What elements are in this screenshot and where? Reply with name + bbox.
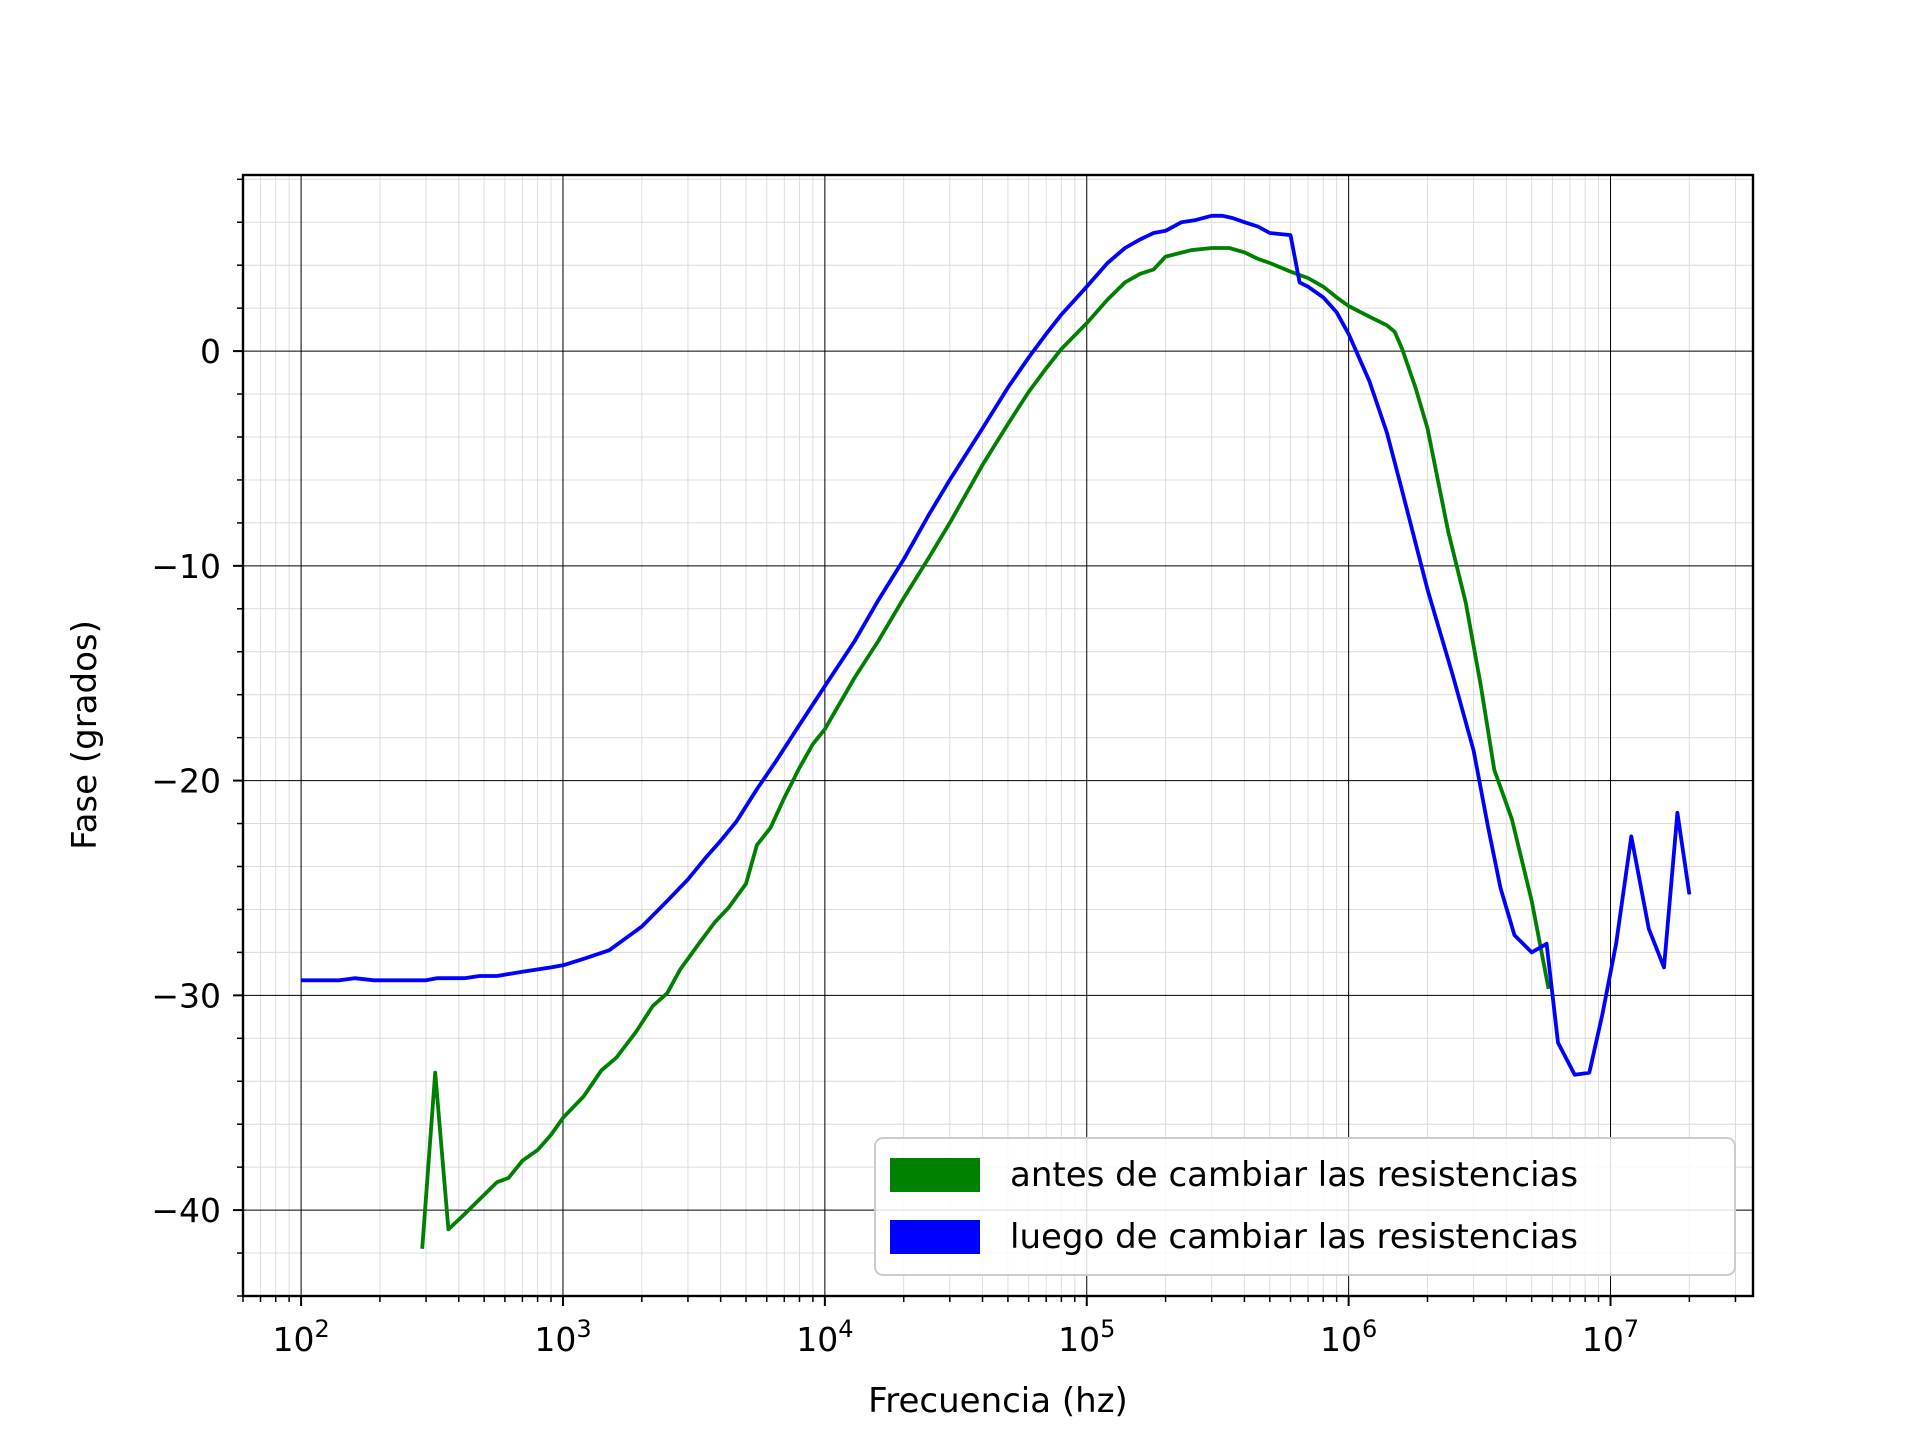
x-tick-label: 107 [1582, 1315, 1639, 1359]
plot-frame [241, 173, 1755, 1298]
x-tick-label: 103 [534, 1315, 591, 1359]
legend-frame [874, 1137, 1736, 1276]
y-tick-label: −40 [151, 1191, 221, 1230]
legend-swatch-antes [890, 1158, 980, 1192]
x-tick-label: 106 [1320, 1315, 1377, 1359]
x-tick-label: 105 [1058, 1315, 1115, 1359]
y-tick-label: 0 [200, 332, 221, 371]
y-tick-labels: 0 −10 −20 −30 −40 [151, 332, 221, 1230]
y-axis-title: Fase (grados) [65, 620, 105, 850]
x-tick-label: 102 [272, 1315, 329, 1359]
axis-ticks [233, 178, 1737, 1306]
plot-background [243, 175, 1753, 1296]
legend-label-antes: antes de cambiar las resistencias [1010, 1155, 1578, 1195]
legend: antes de cambiar las resistencias luego … [874, 1137, 1736, 1276]
y-tick-label: −20 [151, 762, 221, 801]
legend-label-luego: luego de cambiar las resistencias [1010, 1217, 1578, 1257]
series-line-antes [420, 246, 1551, 1249]
y-tick-label: −10 [151, 547, 221, 586]
series-layer [301, 213, 1692, 1249]
x-tick-label: 104 [796, 1315, 853, 1359]
y-tick-label: −30 [151, 976, 221, 1015]
x-tick-labels: 102 103 104 105 106 107 [272, 1315, 1639, 1359]
series-line-luego [301, 213, 1692, 1077]
legend-swatch-luego [890, 1220, 980, 1254]
x-axis-title: Frecuencia (hz) [868, 1381, 1128, 1421]
